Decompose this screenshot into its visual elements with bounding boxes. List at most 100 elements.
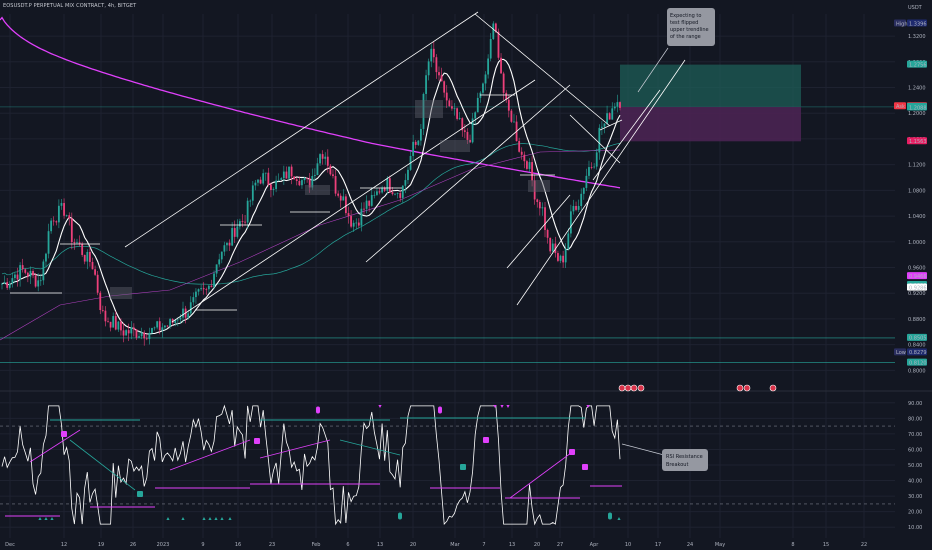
date-tick-label: 17 xyxy=(655,542,661,548)
candle-body xyxy=(404,180,407,186)
price-tick-label: 1.0800 xyxy=(908,188,926,194)
rsi-callout-box xyxy=(662,449,708,471)
candle-body xyxy=(469,139,471,143)
candle-body xyxy=(582,187,585,194)
candle-body xyxy=(368,200,371,206)
candle-body xyxy=(60,203,63,206)
candle-body xyxy=(231,228,234,246)
callout-text: of the range xyxy=(670,34,701,40)
date-tick-label: May xyxy=(715,542,725,548)
candle-body xyxy=(518,141,521,152)
candle-body xyxy=(507,99,510,111)
candle-body xyxy=(339,195,342,201)
candle-body xyxy=(1,283,3,285)
date-tick-label: 23 xyxy=(269,542,275,548)
candle-body xyxy=(249,200,252,202)
candle-body xyxy=(435,57,438,73)
buy-signal-triangle xyxy=(214,517,218,520)
event-marker-icon xyxy=(618,384,626,392)
candle-body xyxy=(140,332,143,337)
price-tick-label: 1.0000 xyxy=(908,240,926,246)
candle-body xyxy=(544,207,546,231)
sell-signal-triangle xyxy=(500,405,504,408)
rsi-signal-marker xyxy=(569,449,575,455)
price-tag-name-bg xyxy=(894,102,906,110)
event-marker-icon xyxy=(743,384,751,392)
candle-body xyxy=(619,102,621,108)
date-tick-label: 27 xyxy=(557,542,563,548)
candle-body xyxy=(593,166,596,168)
candle-body xyxy=(288,166,290,179)
date-tick-label: 2023 xyxy=(157,542,170,548)
candle-body xyxy=(282,171,285,179)
candle-body xyxy=(29,271,32,277)
candle-body xyxy=(176,319,179,321)
price-tick-label: 1.2400 xyxy=(908,86,926,92)
rsi-line xyxy=(1,404,621,526)
candle-body xyxy=(365,200,368,209)
candle-body xyxy=(551,243,554,252)
candle-body xyxy=(21,265,24,270)
candle-body xyxy=(531,162,533,181)
candle-body xyxy=(611,108,614,120)
date-tick-label: 8 xyxy=(791,542,794,548)
candle-body xyxy=(228,242,231,246)
candle-body xyxy=(78,242,81,244)
rsi-signal-marker xyxy=(61,431,67,437)
candle-body xyxy=(334,176,337,194)
price-tag-value: 0.8505 xyxy=(909,336,927,342)
candle-body xyxy=(378,191,381,193)
candle-body xyxy=(195,291,197,298)
rsi-signal-marker xyxy=(582,464,588,470)
candle-body xyxy=(474,112,477,119)
price-tag-value: 1.2088 xyxy=(909,105,927,111)
candle-body xyxy=(174,319,177,323)
price-tag-value: 0.8279 xyxy=(909,350,927,356)
price-tag xyxy=(907,19,927,27)
candle-body xyxy=(557,253,559,261)
candle-body xyxy=(482,83,484,93)
candle-body xyxy=(96,274,99,293)
candle-body xyxy=(94,269,96,275)
trendline xyxy=(474,13,611,127)
callout-pointer xyxy=(637,47,669,93)
candle-body xyxy=(370,195,373,206)
candle-body xyxy=(461,118,464,131)
sell-signal-triangle xyxy=(586,405,590,408)
rsi-signal-marker xyxy=(137,491,143,497)
candle-body xyxy=(510,110,513,122)
candle-body xyxy=(562,255,565,263)
rsi-tick-label: 70.00 xyxy=(908,432,922,438)
candle-body xyxy=(120,321,122,331)
candle-body xyxy=(8,283,11,288)
candle-body xyxy=(443,81,446,93)
candle-body xyxy=(396,193,399,194)
range-box xyxy=(305,185,330,195)
rsi-tick-label: 60.00 xyxy=(908,447,922,453)
candle-body xyxy=(39,280,42,282)
candle-body xyxy=(528,162,531,169)
candle-body xyxy=(373,194,376,196)
candle-body xyxy=(164,325,166,328)
candle-body xyxy=(57,205,60,223)
candle-body xyxy=(432,48,435,58)
candle-body xyxy=(590,167,593,168)
price-tag-value: 1.3396 xyxy=(909,21,927,27)
candle-body xyxy=(246,200,249,223)
candle-body xyxy=(342,196,345,201)
candle-body xyxy=(466,131,469,140)
candle-body xyxy=(161,327,164,331)
candle-body xyxy=(427,61,430,76)
date-tick-label: 6 xyxy=(346,542,349,548)
chart-title: EOSUSDT.P PERPETUAL MIX CONTRACT, 4h, BI… xyxy=(3,3,137,9)
candle-body xyxy=(319,154,321,164)
date-tick-label: Apr xyxy=(590,542,600,548)
candle-body xyxy=(549,237,552,252)
candle-body xyxy=(132,327,135,330)
candle-body xyxy=(471,118,474,143)
candle-body xyxy=(127,330,130,334)
buy-signal-triangle xyxy=(617,517,621,520)
candle-body xyxy=(220,251,223,260)
price-tick-label: 0.9600 xyxy=(908,266,926,272)
